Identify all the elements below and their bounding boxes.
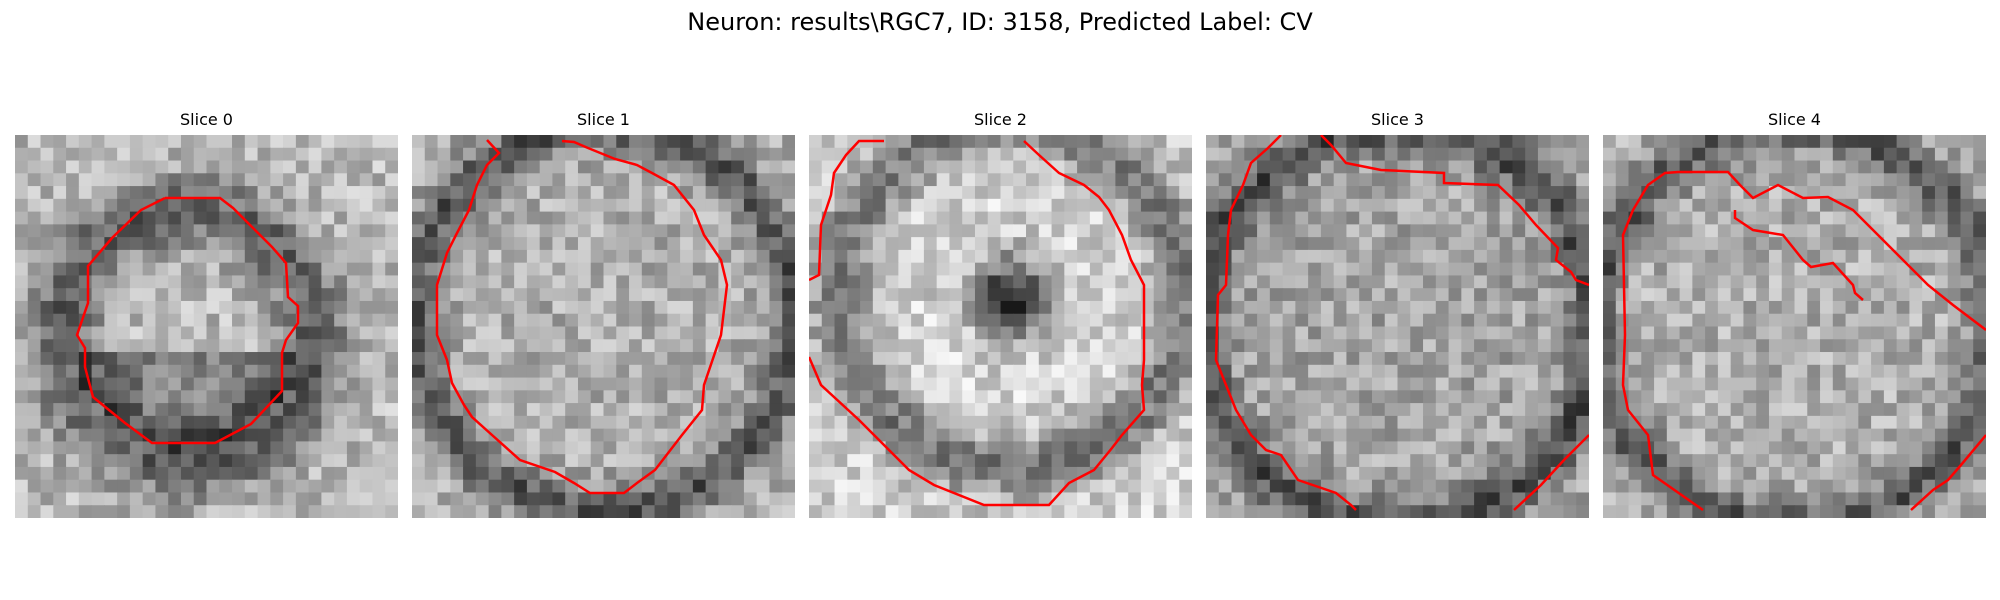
slice-2-image: [809, 135, 1192, 518]
slice-3-contour: [1214, 135, 1357, 511]
slice-2-contour: [809, 139, 884, 282]
slice-0-contour: [75, 196, 300, 445]
slice-3-contour-2: [1320, 135, 1589, 287]
slice-1-title: Slice 1: [577, 110, 630, 129]
slice-1-image: [412, 135, 795, 518]
slice-1-contour: [435, 139, 729, 495]
slice-0-title: Slice 0: [180, 110, 233, 129]
slice-4-contour-3: [1910, 434, 1986, 511]
slice-3-image: [1206, 135, 1589, 518]
slice-4-contour-2: [1621, 170, 1986, 512]
slice-4-contour: [1733, 210, 1864, 301]
slice-3-panel: Slice 3: [1206, 110, 1589, 518]
figure-title: Neuron: results\RGC7, ID: 3158, Predicte…: [687, 8, 1313, 36]
slice-4-panel: Slice 4: [1603, 110, 1986, 518]
slice-4-title: Slice 4: [1768, 110, 1821, 129]
slice-2-panel: Slice 2: [809, 110, 1192, 518]
slice-3-contour-3: [1513, 434, 1589, 511]
slice-2-title: Slice 2: [974, 110, 1027, 129]
slice-0-image: [15, 135, 398, 518]
slice-4-image: [1603, 135, 1986, 518]
slice-0-panel: Slice 0: [15, 110, 398, 518]
slice-3-title: Slice 3: [1371, 110, 1424, 129]
slice-2-contour-2: [809, 140, 1146, 507]
slice-1-panel: Slice 1: [412, 110, 795, 518]
